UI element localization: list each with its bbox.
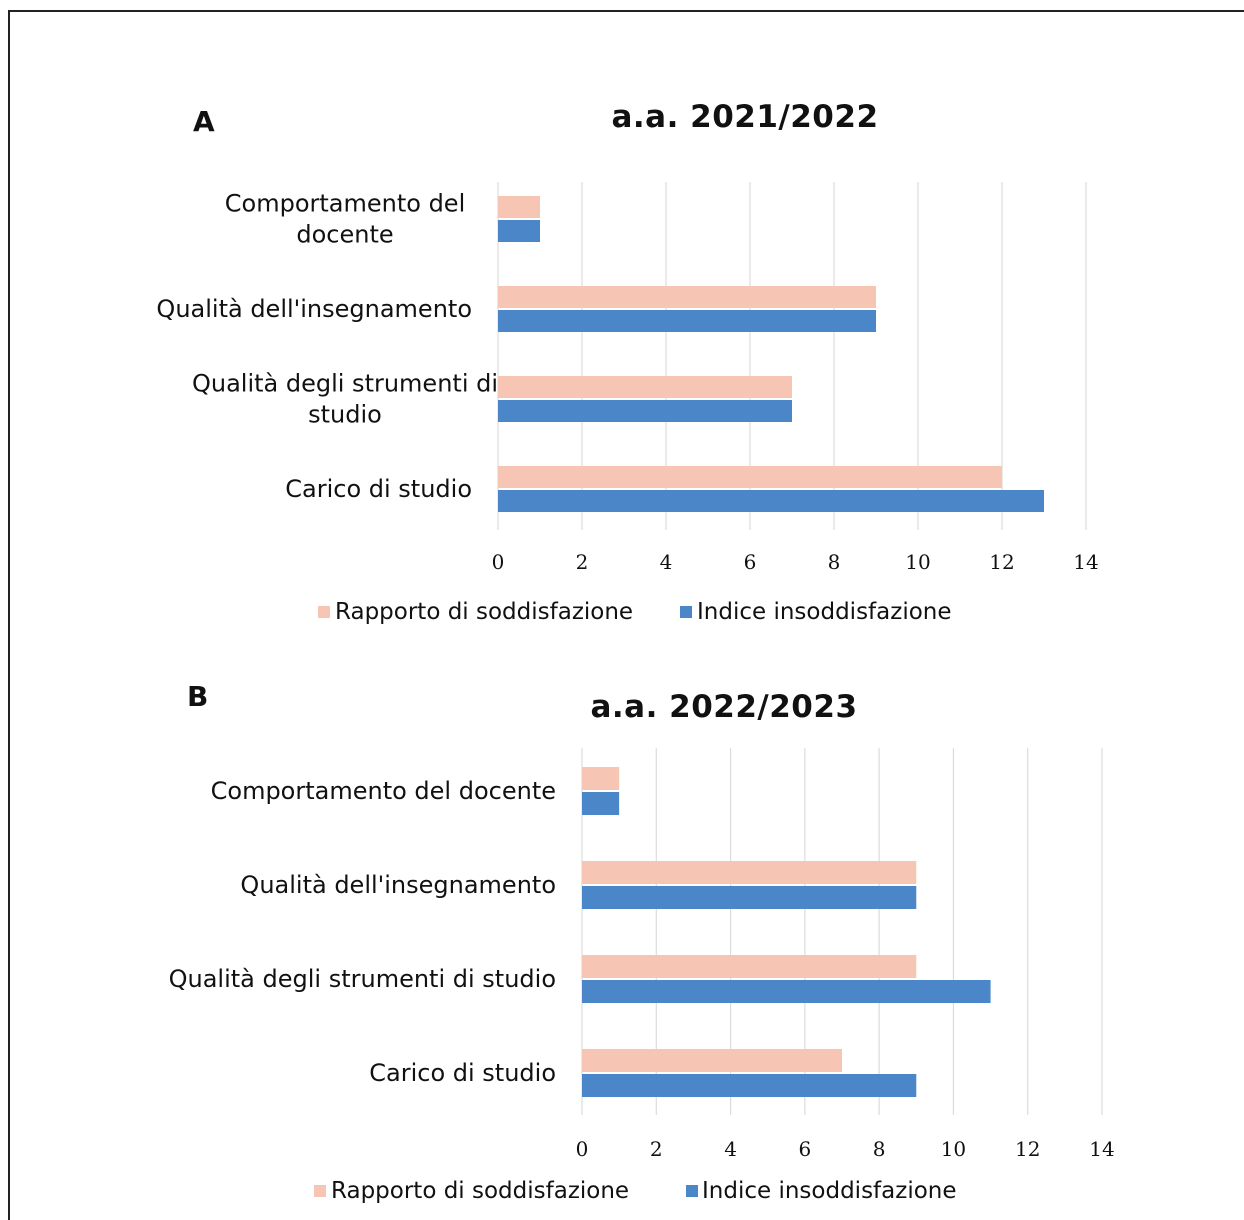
chart-title: a.a. 2021/2022 bbox=[611, 99, 878, 135]
x-tick-label: 14 bbox=[1089, 1137, 1114, 1161]
bar-rapporto-soddisfazione bbox=[582, 767, 620, 790]
bar-indice-insoddisfazione bbox=[582, 792, 620, 815]
bar-rapporto-soddisfazione bbox=[498, 286, 876, 308]
bar-rapporto-soddisfazione bbox=[498, 376, 792, 398]
category-label-line: Comportamento del docente bbox=[211, 777, 556, 805]
x-tick-label: 2 bbox=[650, 1137, 663, 1161]
panel-letter: A bbox=[193, 105, 215, 138]
legend-label: Indice insoddisfazione bbox=[702, 1178, 957, 1204]
x-tick-label: 4 bbox=[724, 1137, 737, 1161]
category-label-line: Qualità dell'insegnamento bbox=[240, 871, 556, 899]
category-label: Carico di studio bbox=[285, 475, 472, 503]
bar-rapporto-soddisfazione bbox=[582, 1049, 842, 1072]
x-tick-label: 2 bbox=[576, 550, 589, 574]
category-label-line: Qualità dell'insegnamento bbox=[156, 295, 472, 323]
category-label: Qualità degli strumenti di studio bbox=[192, 370, 498, 429]
category-label-line: studio bbox=[308, 401, 382, 429]
bar-indice-insoddisfazione bbox=[582, 1074, 917, 1097]
x-tick-label: 10 bbox=[941, 1137, 966, 1161]
x-tick-label: 6 bbox=[744, 550, 757, 574]
bar-rapporto-soddisfazione bbox=[498, 466, 1002, 488]
legend-swatch bbox=[680, 606, 692, 618]
x-tick-label: 12 bbox=[989, 550, 1014, 574]
category-label: Qualità degli strumenti di studio bbox=[169, 965, 556, 993]
category-label-line: Qualità degli strumenti di studio bbox=[169, 965, 556, 993]
x-tick-label: 6 bbox=[798, 1137, 811, 1161]
x-tick-label: 8 bbox=[828, 550, 841, 574]
bar-rapporto-soddisfazione bbox=[498, 196, 540, 218]
x-tick-label: 14 bbox=[1073, 550, 1098, 574]
x-tick-label: 8 bbox=[873, 1137, 886, 1161]
bar-indice-insoddisfazione bbox=[498, 400, 792, 422]
bar-indice-insoddisfazione bbox=[498, 310, 876, 332]
figure-frame bbox=[8, 10, 1244, 1220]
category-label: Qualità dell'insegnamento bbox=[240, 871, 556, 899]
category-label: Comportamento del docente bbox=[225, 190, 465, 249]
x-tick-label: 10 bbox=[905, 550, 930, 574]
bar-indice-insoddisfazione bbox=[582, 980, 991, 1003]
category-label: Qualità dell'insegnamento bbox=[156, 295, 472, 323]
x-tick-label: 0 bbox=[492, 550, 505, 574]
category-label: Carico di studio bbox=[369, 1059, 556, 1087]
legend-label: Rapporto di soddisfazione bbox=[335, 599, 633, 625]
panel-letter: B bbox=[187, 680, 208, 713]
bar-rapporto-soddisfazione bbox=[582, 861, 917, 884]
x-tick-label: 4 bbox=[660, 550, 673, 574]
legend-swatch bbox=[318, 606, 330, 618]
x-tick-label: 0 bbox=[576, 1137, 589, 1161]
legend-swatch bbox=[686, 1185, 698, 1197]
bar-indice-insoddisfazione bbox=[498, 490, 1044, 512]
category-label-line: Qualità degli strumenti di bbox=[192, 370, 498, 398]
category-label: Comportamento del docente bbox=[211, 777, 556, 805]
category-label-line: Comportamento del bbox=[225, 190, 465, 218]
chart-title: a.a. 2022/2023 bbox=[590, 689, 857, 725]
x-tick-label: 12 bbox=[1015, 1137, 1040, 1161]
legend-label: Indice insoddisfazione bbox=[697, 599, 952, 625]
legend-label: Rapporto di soddisfazione bbox=[331, 1178, 629, 1204]
bar-indice-insoddisfazione bbox=[582, 886, 917, 909]
bar-rapporto-soddisfazione bbox=[582, 955, 917, 978]
category-label-line: Carico di studio bbox=[369, 1059, 556, 1087]
legend-swatch bbox=[314, 1185, 326, 1197]
category-label-line: Carico di studio bbox=[285, 475, 472, 503]
bar-indice-insoddisfazione bbox=[498, 220, 540, 242]
category-label-line: docente bbox=[296, 221, 393, 249]
